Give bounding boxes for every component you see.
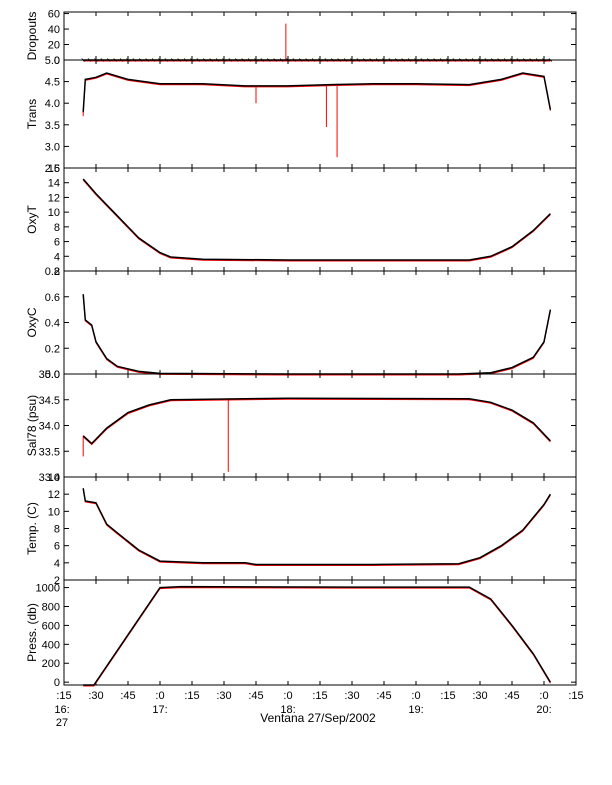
panel-1: 0 20 40 60 Dropouts [25, 9, 577, 67]
x-tick-label: :45 [120, 690, 135, 702]
x-tick-label: :0 [155, 690, 164, 702]
x-origin-label: 16: [54, 704, 69, 716]
y-tick-label: 34.0 [39, 421, 60, 433]
y-tick-label: 0.2 [45, 343, 60, 355]
y-tick-label: 400 [42, 639, 60, 651]
y-tick-label: 6 [54, 541, 60, 553]
y-tick-label: 200 [42, 658, 60, 670]
panel-frame [63, 579, 577, 686]
y-tick-label: 0.4 [45, 318, 60, 330]
y-tick-label: 4 [54, 558, 60, 570]
x-tick-hour-label: 18: [280, 704, 295, 716]
x-tick-label: :0 [539, 690, 548, 702]
y-tick-label: 33.0 [39, 472, 60, 484]
y-tick-label: 3.5 [45, 120, 60, 132]
panel-frame [63, 11, 577, 61]
y-tick-label: 5.0 [45, 55, 60, 67]
y-tick-label: 3.0 [45, 141, 60, 153]
x-origin-label: 27 [56, 717, 68, 729]
panel-7: 0 200 400 600 800 1000 Press. (db) [25, 579, 577, 689]
raw-series-line [82, 489, 551, 566]
x-tick-label: :15 [184, 690, 199, 702]
x-tick-label: :15 [56, 690, 71, 702]
x-tick-label: :0 [411, 690, 420, 702]
x-tick-label: :45 [376, 690, 391, 702]
y-tick-label: 16 [48, 163, 60, 175]
y-axis-title: OxyC [25, 307, 39, 337]
panel-frame [63, 59, 577, 169]
x-axis: :15 :30 :45 :0 17: :15 :30 :45 :0 18: :15 :30 :45 :0 1… [54, 690, 583, 729]
x-tick-label: :15 [312, 690, 327, 702]
chart-caption: Ventana 27/Sep/2002 [260, 711, 376, 725]
y-tick-label: 2 [54, 575, 60, 587]
y-tick-label: 0 [54, 55, 60, 67]
y-tick-label: 600 [42, 620, 60, 632]
y-tick-label: 10 [48, 506, 60, 518]
x-tick-label: :0 [283, 690, 292, 702]
x-tick-label: :15 [568, 690, 583, 702]
x-tick-label: :30 [472, 690, 487, 702]
panel-2: 2.5 3.0 3.5 4.0 4.5 5.0 Trans [25, 55, 577, 175]
series-line [82, 397, 551, 445]
x-tick-hour-label: 17: [152, 704, 167, 716]
y-axis-title: Sal78 (psu) [25, 395, 39, 456]
x-tick-label: :30 [88, 690, 103, 702]
y-tick-label: 20 [48, 40, 60, 52]
y-tick-label: 0.0 [45, 369, 60, 381]
series-line [82, 72, 552, 112]
y-tick-label: 0 [54, 677, 60, 689]
y-tick-label: 0.8 [45, 266, 60, 278]
y-tick-label: 2 [54, 266, 60, 278]
y-tick-label: 8 [54, 524, 60, 536]
y-tick-label: 4.5 [45, 77, 60, 89]
y-tick-label: 60 [48, 9, 60, 21]
panel-3: 2 4 6 8 10 12 14 16 OxyT [25, 163, 577, 278]
x-tick-label: :30 [216, 690, 231, 702]
raw-series-line [82, 295, 551, 376]
chart-panels: 0204060Dropouts2.53.03.54.04.55.0Trans24… [25, 9, 577, 689]
raw-series-line [82, 73, 551, 113]
y-tick-label: 4 [54, 251, 60, 263]
y-tick-label: 34.5 [39, 395, 60, 407]
y-tick-label: 8 [54, 222, 60, 234]
series-line [82, 294, 552, 375]
x-tick-hour-label: 19: [408, 704, 423, 716]
y-tick-label: 4.0 [45, 98, 60, 110]
y-tick-label: 14 [48, 472, 60, 484]
y-tick-label: 2.5 [45, 163, 60, 175]
y-axis-title: Temp. (C) [25, 502, 39, 555]
panel-4: 0.0 0.2 0.4 0.6 0.8 OxyC [25, 266, 577, 381]
series-line [82, 488, 552, 566]
y-axis-title: Press. (db) [25, 603, 39, 662]
series-line [83, 585, 552, 686]
y-tick-label: 14 [48, 178, 60, 190]
x-tick-label: :30 [344, 690, 359, 702]
panel-frame [63, 373, 577, 478]
y-tick-label: 6 [54, 237, 60, 249]
raw-series-line [82, 398, 551, 446]
panel-frame [63, 167, 577, 272]
y-tick-label: 1000 [36, 583, 60, 595]
x-tick-label: :15 [440, 690, 455, 702]
y-tick-label: 12 [48, 489, 60, 501]
x-tick-label: :45 [248, 690, 263, 702]
y-tick-label: 12 [48, 192, 60, 204]
y-tick-label: 33.5 [39, 446, 60, 458]
panel-5: 33.0 33.5 34.0 34.5 35.0 Sal78 (psu) [25, 369, 577, 484]
panel-frame [63, 270, 577, 375]
y-axis-title: Trans [25, 99, 39, 129]
y-tick-label: 0.6 [45, 292, 60, 304]
series-line [82, 178, 551, 261]
panel-6: 2 4 6 8 10 12 14 Temp. (C) [25, 472, 577, 587]
x-tick-hour-label: 20: [536, 704, 551, 716]
y-axis-title: Dropouts [25, 12, 39, 61]
y-tick-label: 10 [48, 207, 60, 219]
y-tick-label: 800 [42, 601, 60, 613]
y-tick-label: 35.0 [39, 369, 60, 381]
y-axis-title: OxyT [25, 205, 39, 234]
raw-series-line [83, 587, 551, 687]
y-tick-label: 40 [48, 24, 60, 36]
x-tick-label: :45 [504, 690, 519, 702]
